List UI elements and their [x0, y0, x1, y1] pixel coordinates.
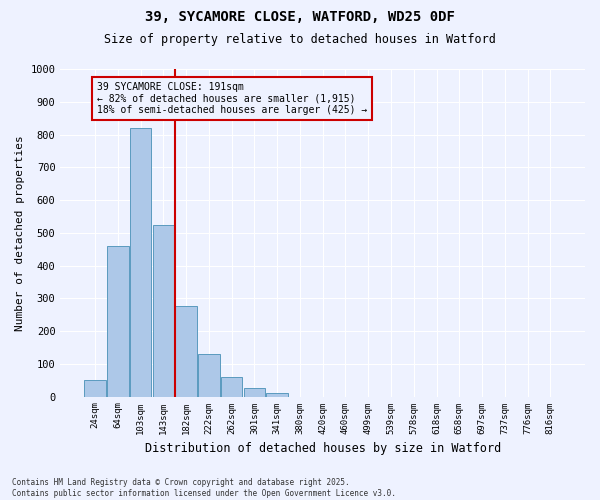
Text: 39 SYCAMORE CLOSE: 191sqm
← 82% of detached houses are smaller (1,915)
18% of se: 39 SYCAMORE CLOSE: 191sqm ← 82% of detac… — [97, 82, 368, 116]
Text: Contains HM Land Registry data © Crown copyright and database right 2025.
Contai: Contains HM Land Registry data © Crown c… — [12, 478, 396, 498]
Bar — [130, 128, 151, 396]
Text: 39, SYCAMORE CLOSE, WATFORD, WD25 0DF: 39, SYCAMORE CLOSE, WATFORD, WD25 0DF — [145, 10, 455, 24]
Bar — [244, 388, 265, 396]
Bar — [175, 306, 197, 396]
Bar — [221, 377, 242, 396]
Bar — [266, 394, 288, 396]
Bar — [84, 380, 106, 396]
X-axis label: Distribution of detached houses by size in Watford: Distribution of detached houses by size … — [145, 442, 501, 455]
Y-axis label: Number of detached properties: Number of detached properties — [15, 135, 25, 330]
Bar — [107, 246, 128, 396]
Text: Size of property relative to detached houses in Watford: Size of property relative to detached ho… — [104, 32, 496, 46]
Bar — [198, 354, 220, 397]
Bar — [152, 224, 174, 396]
